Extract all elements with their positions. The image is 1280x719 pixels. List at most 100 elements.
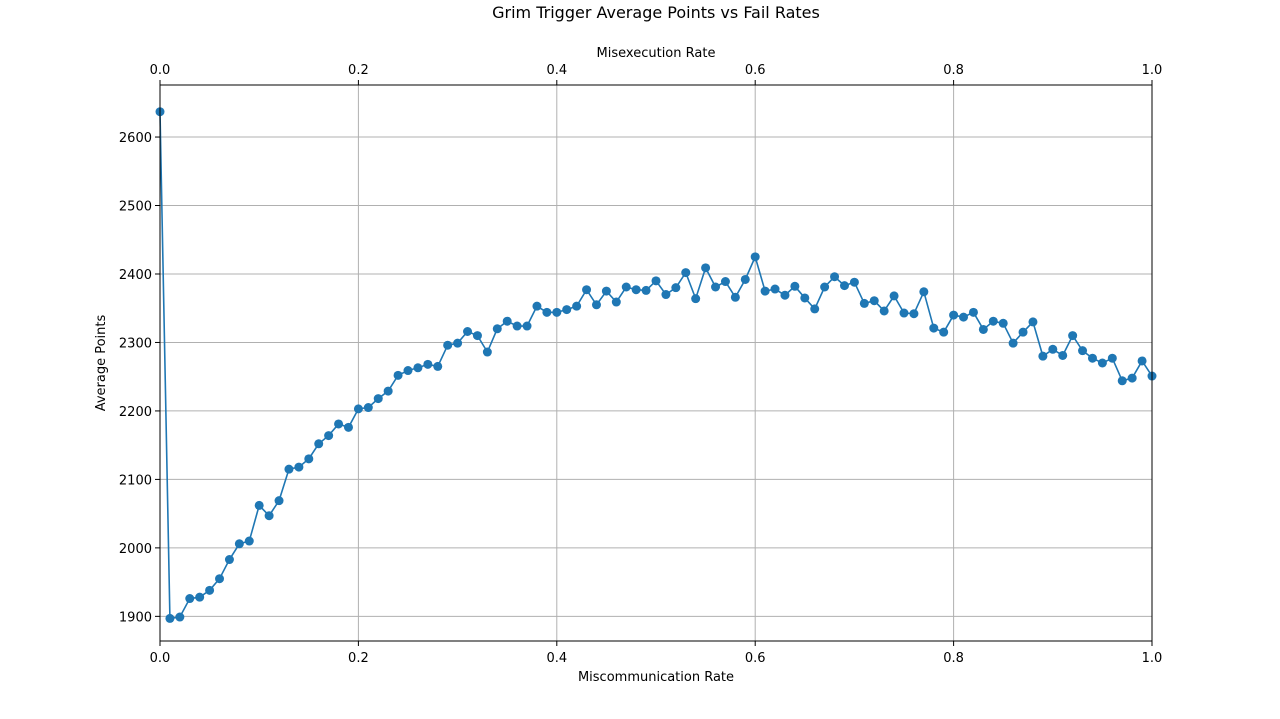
y-tick-label: 2300	[119, 336, 152, 351]
data-point	[939, 327, 949, 337]
y-axis-label: Average Points	[94, 314, 109, 411]
data-point	[264, 511, 274, 521]
data-point	[244, 536, 254, 546]
x-axis-top-label: Misexecution Rate	[597, 46, 716, 61]
data-point	[601, 286, 611, 296]
data-point	[1127, 373, 1137, 383]
data-point	[284, 464, 294, 474]
data-point	[909, 309, 919, 319]
y-tick-label: 2000	[119, 542, 152, 557]
data-point	[492, 324, 502, 334]
data-point	[1097, 358, 1107, 368]
data-point	[800, 293, 810, 303]
data-point	[830, 272, 840, 282]
data-point	[522, 321, 532, 331]
series-line	[159, 111, 1153, 620]
data-point	[849, 277, 859, 287]
data-point	[810, 304, 820, 314]
data-point	[294, 462, 304, 472]
data-point	[453, 338, 463, 348]
data-point	[304, 454, 314, 464]
data-point	[165, 613, 175, 623]
data-point	[175, 612, 185, 622]
data-point	[651, 276, 661, 286]
data-point	[542, 307, 552, 317]
x-tick-label: 1.0	[1142, 651, 1163, 666]
x-top-tick-label: 0.0	[150, 63, 171, 78]
data-point	[919, 287, 929, 297]
data-point	[711, 282, 721, 292]
x-axis-label: Miscommunication Rate	[578, 670, 734, 685]
data-point	[512, 321, 522, 331]
grid-lines	[159, 85, 1153, 641]
data-point	[1137, 356, 1147, 366]
series-group	[155, 107, 1157, 623]
y-tick-label: 2400	[119, 268, 152, 283]
y-tick-label: 2100	[119, 473, 152, 488]
data-point	[363, 403, 373, 413]
data-point	[502, 316, 512, 326]
data-point	[334, 419, 344, 429]
data-point	[1117, 376, 1127, 386]
data-point	[433, 361, 443, 371]
data-point	[959, 312, 969, 322]
data-point	[859, 298, 869, 308]
data-point	[254, 500, 264, 510]
data-point	[343, 422, 353, 432]
data-point	[1028, 317, 1038, 327]
data-point	[730, 292, 740, 302]
x-tick-label: 0.2	[348, 651, 369, 666]
data-point	[1038, 351, 1048, 361]
tick-group: 0.0 0.0 0.2 0.2 0.4 0.4 0.6 0.6 0.8 0.8 1.0 1.0 1900…	[119, 63, 1162, 666]
data-point	[929, 323, 939, 333]
data-point	[463, 327, 473, 337]
data-point	[562, 305, 572, 315]
data-point	[780, 290, 790, 300]
data-point	[552, 307, 562, 317]
data-point	[582, 285, 592, 295]
x-top-tick-label: 0.8	[943, 63, 964, 78]
data-point	[1048, 344, 1058, 354]
y-tick-label: 2600	[119, 131, 152, 146]
data-point	[790, 281, 800, 291]
data-point	[224, 555, 234, 565]
data-point	[472, 331, 482, 341]
data-point	[215, 574, 225, 584]
data-point	[1058, 350, 1068, 360]
x-top-tick-label: 0.6	[745, 63, 766, 78]
data-point	[621, 282, 631, 292]
data-point	[1107, 353, 1117, 363]
data-point	[611, 297, 621, 307]
data-point	[681, 268, 691, 278]
data-point	[631, 285, 641, 295]
data-point	[641, 285, 651, 295]
x-top-tick-label: 1.0	[1142, 63, 1163, 78]
y-tick-label: 2200	[119, 405, 152, 420]
data-point	[978, 324, 988, 334]
y-tick-label: 2500	[119, 200, 152, 215]
data-point	[1068, 331, 1078, 341]
chart-title: Grim Trigger Average Points vs Fail Rate…	[492, 3, 820, 22]
data-point	[750, 252, 760, 262]
data-point	[383, 386, 393, 396]
plot-frame	[159, 84, 1153, 642]
data-point	[879, 306, 889, 316]
data-point	[949, 310, 959, 320]
data-point	[720, 277, 730, 287]
data-point	[839, 281, 849, 291]
data-point	[353, 404, 363, 414]
data-point	[195, 592, 205, 602]
data-point	[393, 370, 403, 380]
data-point	[373, 394, 383, 404]
data-point	[1018, 327, 1028, 337]
data-point	[1008, 338, 1018, 348]
data-point	[1078, 346, 1088, 356]
x-tick-label: 0.4	[546, 651, 567, 666]
data-point	[661, 290, 671, 300]
data-point	[889, 291, 899, 301]
x-tick-label: 0.8	[943, 651, 964, 666]
data-point	[760, 286, 770, 296]
data-point	[869, 296, 879, 306]
data-point	[532, 301, 542, 311]
